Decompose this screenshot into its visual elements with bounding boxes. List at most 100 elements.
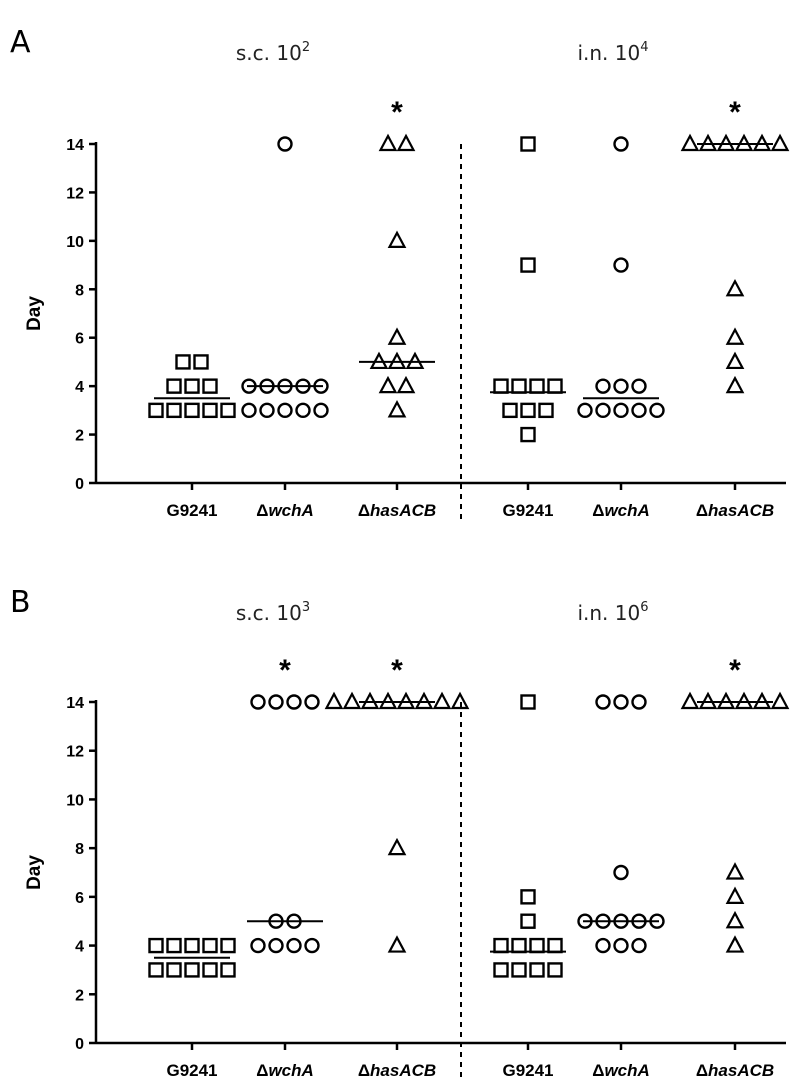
y-tick-label: 12 <box>66 185 84 202</box>
group-title: s.c. 102 <box>236 40 310 65</box>
data-point-triangle <box>378 133 398 152</box>
y-tick-label: 10 <box>66 234 84 251</box>
data-point-circle <box>613 257 629 273</box>
data-point-circle <box>631 937 647 954</box>
x-category-label: ΔhasACB <box>696 1061 774 1080</box>
data-point-circle <box>250 694 266 710</box>
data-point-triangle <box>770 133 790 152</box>
data-point-circle <box>613 937 629 954</box>
group-title-text: s.c. 10 <box>236 601 302 625</box>
y-tick-label: 14 <box>66 137 84 154</box>
data-point-circle <box>595 402 611 419</box>
data-point-square <box>493 962 509 978</box>
data-point-square <box>202 378 218 394</box>
data-point-square <box>220 962 236 978</box>
data-point-triangle <box>725 935 745 953</box>
data-point-square <box>547 378 563 394</box>
series-triangle: * <box>680 96 790 394</box>
data-point-square <box>220 937 236 954</box>
data-point-circle <box>613 694 629 710</box>
data-point-triangle <box>342 691 362 710</box>
data-point-circle <box>268 694 284 710</box>
group-title-superscript: 6 <box>640 600 648 615</box>
data-point-circle <box>613 136 629 152</box>
x-category-label: G9241 <box>502 1061 553 1080</box>
data-point-circle <box>577 402 593 419</box>
x-category-label: ΔwchA <box>592 501 650 520</box>
data-point-square <box>529 962 545 978</box>
data-point-circle <box>277 136 293 152</box>
data-point-square <box>184 402 200 419</box>
series-circle <box>577 694 665 954</box>
data-point-square <box>493 937 509 954</box>
group-title: s.c. 103 <box>236 600 310 625</box>
data-point-triangle <box>725 351 745 370</box>
y-tick-label: 6 <box>75 890 84 907</box>
x-category-label: ΔwchA <box>592 1061 650 1080</box>
data-point-square <box>520 257 536 273</box>
data-point-square <box>166 402 182 419</box>
group-title-superscript: 2 <box>302 40 310 55</box>
data-point-triangle <box>396 133 416 152</box>
series-triangle: * <box>680 654 790 953</box>
significance-star: * <box>729 654 741 687</box>
series-triangle: * <box>359 96 435 418</box>
data-point-circle <box>631 402 647 419</box>
y-axis-label: Day <box>24 296 45 331</box>
data-point-circle <box>613 402 629 419</box>
data-point-triangle <box>324 691 344 710</box>
significance-star: * <box>729 96 741 129</box>
x-category-label: ΔhasACB <box>696 501 774 520</box>
data-point-triangle <box>680 691 700 710</box>
data-point-circle <box>259 402 275 419</box>
series-circle <box>241 136 329 419</box>
panel-letter: A <box>10 25 31 60</box>
data-point-triangle <box>725 375 745 394</box>
y-tick-label: 2 <box>75 987 84 1004</box>
y-tick-label: 14 <box>66 695 84 712</box>
data-point-square <box>529 378 545 394</box>
data-point-triangle <box>387 400 407 418</box>
data-point-square <box>520 426 536 443</box>
data-point-square <box>184 378 200 394</box>
panel-letter: B <box>10 585 31 620</box>
data-point-circle <box>268 937 284 954</box>
data-point-circle <box>313 402 329 419</box>
series-square <box>490 694 566 978</box>
data-point-square <box>193 354 209 370</box>
y-tick-label: 10 <box>66 792 84 809</box>
data-point-circle <box>631 694 647 710</box>
data-point-square <box>520 402 536 419</box>
data-point-square <box>202 962 218 978</box>
data-point-triangle <box>387 230 407 248</box>
data-point-square <box>148 962 164 978</box>
series-square <box>490 136 566 443</box>
data-point-square <box>502 402 518 419</box>
data-point-square <box>175 354 191 370</box>
y-tick-label: 8 <box>75 282 84 299</box>
data-point-square <box>520 913 536 929</box>
series-square <box>148 937 236 978</box>
y-tick-label: 4 <box>75 939 84 956</box>
data-point-square <box>184 962 200 978</box>
y-tick-label: 12 <box>66 744 84 761</box>
series-circle <box>577 136 665 419</box>
data-point-circle <box>595 694 611 710</box>
y-tick-label: 4 <box>75 379 84 396</box>
y-tick-label: 0 <box>75 1036 84 1053</box>
data-point-triangle <box>387 935 407 953</box>
data-point-square <box>520 889 536 905</box>
group-title-text: i.n. 10 <box>577 601 640 625</box>
data-point-circle <box>304 937 320 954</box>
data-point-square <box>538 402 554 419</box>
data-point-square <box>166 962 182 978</box>
group-title: i.n. 104 <box>577 40 648 65</box>
x-category-label: ΔhasACB <box>358 501 436 520</box>
group-title-text: i.n. 10 <box>577 41 640 65</box>
group-title: i.n. 106 <box>577 600 648 625</box>
data-point-circle <box>649 402 665 419</box>
group-title-superscript: 4 <box>640 40 648 55</box>
